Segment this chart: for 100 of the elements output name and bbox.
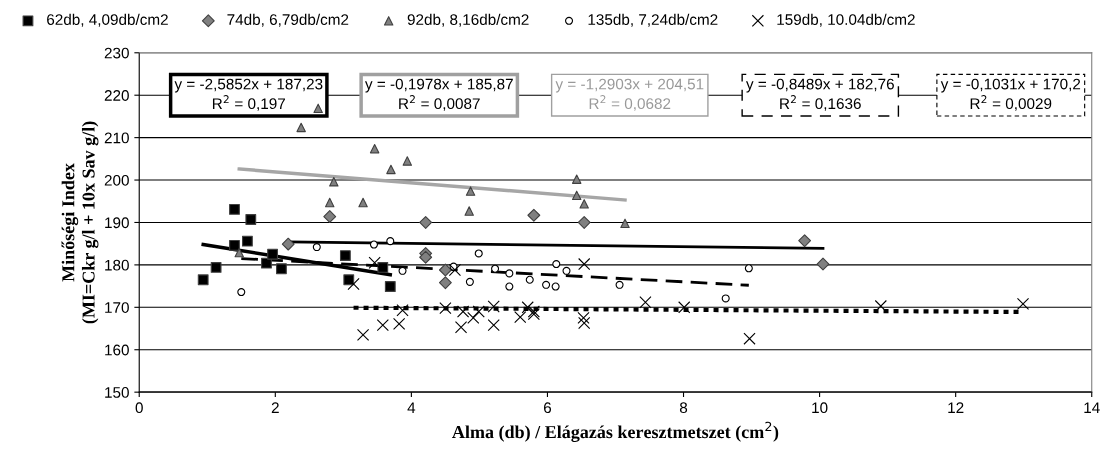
x-axis-title: Alma (db) / Elágazás keresztmetszet (cm$^{2}$) — [452, 421, 779, 442]
y-tick-label: 170 — [105, 302, 129, 313]
x-tick-label: 10 — [812, 402, 828, 414]
legend-label: 62db, 4,09db/cm2 — [47, 13, 168, 27]
point — [465, 186, 476, 196]
x-tick-label: 14 — [1084, 402, 1100, 413]
point — [552, 260, 561, 269]
point — [323, 210, 337, 223]
point — [721, 294, 730, 303]
point — [816, 257, 830, 271]
x-tick-label: 0 — [135, 402, 143, 414]
point — [229, 239, 240, 251]
point — [368, 256, 381, 269]
point — [261, 257, 272, 269]
point — [347, 277, 360, 291]
point — [358, 197, 368, 208]
point — [356, 328, 370, 342]
point — [384, 281, 396, 292]
y-tick-label: 190 — [105, 217, 129, 229]
point — [743, 332, 756, 345]
y-tick-label: 210 — [104, 132, 129, 144]
y-tick-label: 230 — [104, 47, 129, 59]
point — [281, 237, 295, 251]
y-tick-label: 150 — [105, 387, 129, 398]
point — [456, 305, 470, 318]
point — [438, 276, 452, 290]
annotation: y = -0,8489x + 182,76 R$^{2}$ = 0,1636 — [745, 78, 894, 111]
point — [639, 296, 652, 309]
annotation: y = -2,5852x + 187,23 R$^{2}$ = 0,197 — [174, 78, 323, 111]
point — [465, 277, 474, 286]
legend-label: 74db, 6,79db/cm2 — [227, 13, 349, 27]
point — [487, 319, 500, 332]
y-axis-title: Minőségi Index (MI=Ckr g/l + 10x Sav g/l) — [61, 121, 99, 324]
point — [577, 216, 591, 229]
point — [577, 311, 590, 325]
point — [210, 262, 222, 273]
point — [438, 263, 452, 277]
point — [312, 243, 321, 252]
y-tick-label: 180 — [105, 259, 129, 271]
point — [313, 103, 323, 114]
point — [464, 206, 474, 216]
point — [276, 263, 287, 275]
point — [296, 122, 306, 133]
point — [369, 240, 378, 249]
x-tick-label: 6 — [543, 402, 552, 414]
point — [491, 264, 500, 273]
y-tick-label: 160 — [105, 344, 129, 356]
y-tick-label: 220 — [104, 90, 129, 101]
point — [245, 214, 257, 225]
point — [339, 250, 351, 261]
point — [237, 288, 246, 297]
point — [505, 282, 514, 291]
annotation: y = -0,1978x + 185,87 R$^{2}$ = 0,0087 — [364, 78, 513, 111]
point — [467, 311, 480, 325]
point — [454, 321, 468, 334]
legend-label: 135db, 7,24db/cm2 — [588, 13, 718, 27]
x-tick-label: 8 — [679, 402, 688, 414]
point — [396, 304, 409, 317]
point — [620, 218, 630, 229]
point — [798, 234, 812, 248]
point — [615, 280, 624, 289]
point — [744, 264, 753, 273]
point — [678, 301, 691, 314]
legend-label: 92db, 8,16db/cm2 — [407, 13, 529, 27]
point — [386, 237, 395, 246]
point — [505, 269, 514, 278]
point — [439, 302, 452, 315]
point — [472, 305, 485, 318]
point — [514, 310, 527, 324]
point — [241, 235, 253, 247]
point — [267, 248, 278, 260]
point — [1016, 297, 1030, 311]
y-tick-label: 200 — [104, 174, 129, 186]
annotation: y = -1,2903x + 204,51 R$^{2}$ = 0,0682 — [555, 78, 704, 111]
point — [521, 301, 534, 314]
point — [487, 300, 500, 313]
point — [325, 197, 335, 208]
point — [571, 190, 582, 201]
legend-label: 159db, 10.04db/cm2 — [777, 13, 915, 27]
point — [448, 263, 462, 277]
x-tick-label: 2 — [271, 402, 279, 413]
point — [197, 274, 209, 286]
annotation: y = -0,1031x + 170,2 R$^{2}$ = 0,0029 — [940, 78, 1081, 111]
point — [376, 319, 389, 332]
point — [578, 257, 591, 271]
point — [551, 282, 560, 291]
point — [402, 156, 413, 166]
point — [542, 280, 551, 289]
point — [525, 275, 534, 284]
point — [393, 317, 406, 330]
point — [234, 247, 244, 258]
x-tick-label: 12 — [948, 402, 964, 413]
point — [329, 177, 339, 187]
point — [578, 316, 591, 330]
point — [474, 249, 483, 258]
point — [579, 199, 589, 209]
x-tick-label: 4 — [407, 402, 416, 413]
point — [419, 216, 433, 229]
point — [527, 208, 541, 222]
point — [386, 164, 396, 175]
